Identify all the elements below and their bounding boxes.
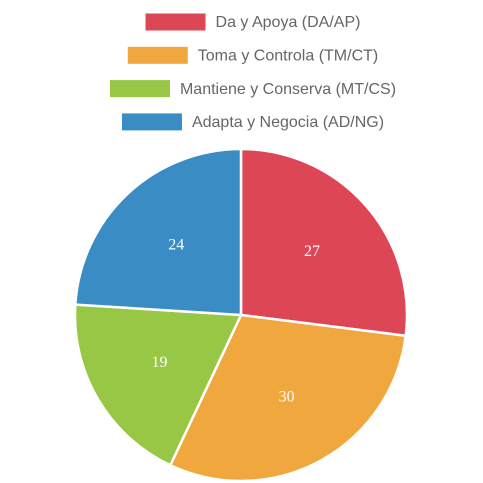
pie-slice <box>239 147 409 338</box>
pie <box>73 147 409 483</box>
legend: Da y Apoya (DA/AP) Toma y Controla (TM/CT… <box>109 13 396 131</box>
value-labels: 27 30 19 24 <box>152 237 320 406</box>
legend-item[interactable]: Toma y Controla (TM/CT) <box>127 46 378 65</box>
value-label: 27 <box>304 243 320 260</box>
legend-swatch <box>109 80 170 98</box>
legend-label: Mantiene y Conserva (MT/CS) <box>180 81 396 98</box>
value-label: 30 <box>279 389 295 406</box>
legend-item[interactable]: Adapta y Negocia (AD/NG) <box>121 113 384 131</box>
legend-label: Toma y Controla (TM/CT) <box>198 48 378 65</box>
legend-item[interactable]: Da y Apoya (DA/AP) <box>145 13 361 32</box>
legend-swatch <box>121 113 182 131</box>
legend-label: Da y Apoya (DA/AP) <box>216 14 361 31</box>
pie-slice <box>73 303 243 467</box>
value-label: 19 <box>152 354 168 371</box>
legend-label: Adapta y Negocia (AD/NG) <box>192 114 384 131</box>
pie-slice <box>74 147 243 317</box>
pie-slice <box>168 313 408 483</box>
legend-item[interactable]: Mantiene y Conserva (MT/CS) <box>109 80 396 98</box>
legend-swatch <box>145 13 206 31</box>
legend-swatch <box>127 46 188 64</box>
value-label: 24 <box>168 237 184 254</box>
